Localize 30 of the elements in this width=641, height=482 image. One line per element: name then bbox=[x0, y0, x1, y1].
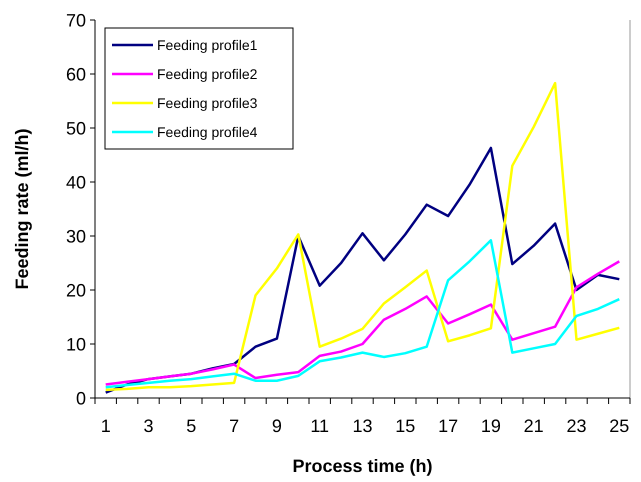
line-series bbox=[104, 82, 621, 392]
x-tick-label: 13 bbox=[352, 416, 373, 436]
y-tick-label: 0 bbox=[76, 388, 86, 408]
y-tick-label: 60 bbox=[66, 64, 86, 84]
y-tick-label: 40 bbox=[66, 172, 86, 192]
x-tick-label: 25 bbox=[609, 416, 630, 436]
y-axis-title: Feeding rate (ml/h) bbox=[12, 128, 32, 290]
x-axis-title: Process time (h) bbox=[292, 456, 433, 476]
x-tick-label: 19 bbox=[480, 416, 501, 436]
x-tick-label: 15 bbox=[395, 416, 416, 436]
x-tick-label: 23 bbox=[566, 416, 587, 436]
x-tick-label: 21 bbox=[524, 416, 544, 436]
x-tick-label: 9 bbox=[272, 416, 282, 436]
y-tick-label: 30 bbox=[66, 226, 86, 246]
y-tick-label: 70 bbox=[66, 10, 86, 30]
x-tick-label: 17 bbox=[438, 416, 458, 436]
legend-label: Feeding profile2 bbox=[157, 66, 258, 82]
y-tick-label: 10 bbox=[66, 334, 86, 354]
line-series bbox=[104, 239, 621, 388]
x-tick-label: 11 bbox=[310, 416, 330, 436]
x-tick-label: 3 bbox=[143, 416, 154, 436]
y-tick-label: 50 bbox=[66, 118, 86, 138]
legend-label: Feeding profile4 bbox=[157, 124, 258, 140]
x-tick-label: 1 bbox=[100, 416, 111, 436]
line-series bbox=[104, 260, 621, 386]
y-tick-label: 20 bbox=[66, 280, 86, 300]
legend-label: Feeding profile3 bbox=[157, 94, 258, 111]
x-tick-label: 7 bbox=[229, 416, 240, 436]
legend-label: Feeding profile1 bbox=[157, 36, 258, 53]
x-tick-label: 5 bbox=[186, 416, 196, 436]
